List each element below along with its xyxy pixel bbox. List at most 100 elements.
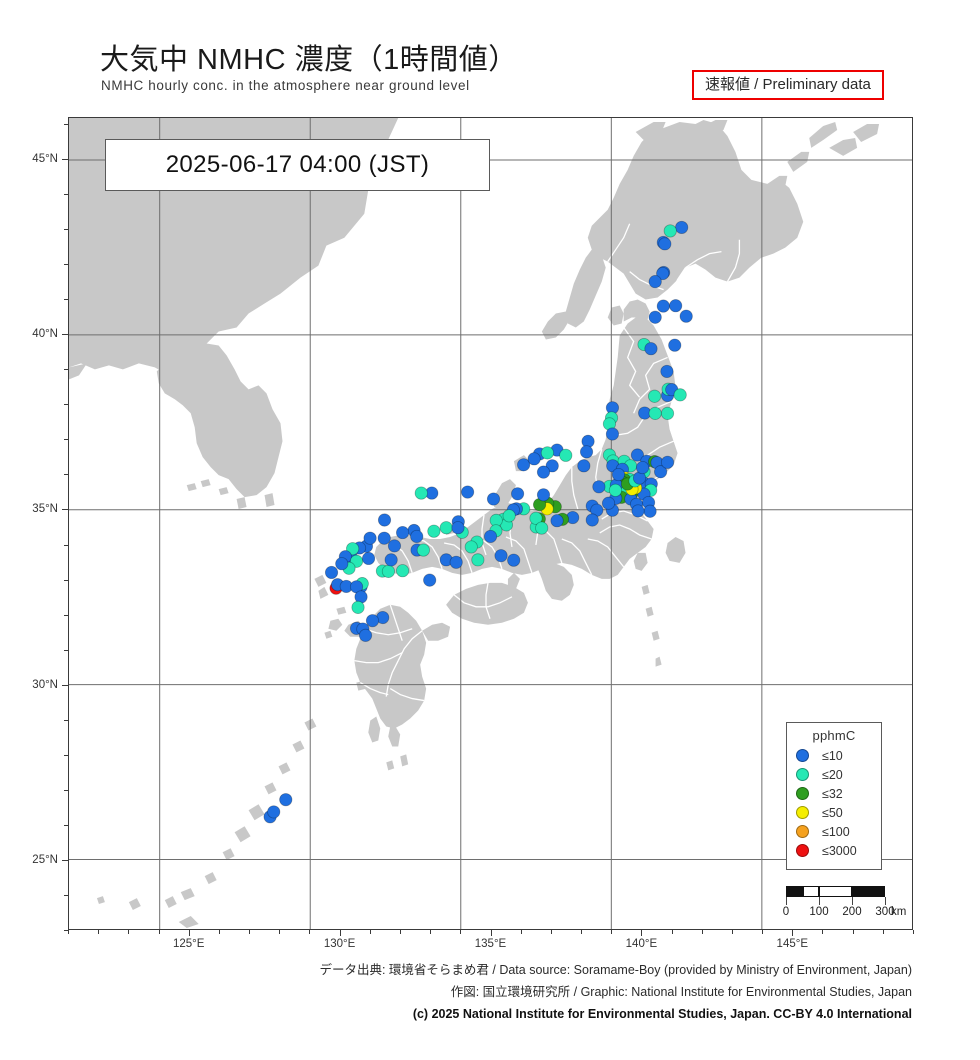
measurement-point[interactable] — [668, 338, 682, 352]
measurement-point[interactable] — [605, 427, 620, 441]
measurement-point[interactable] — [517, 458, 531, 472]
measurement-point[interactable] — [511, 487, 525, 501]
measurement-point[interactable] — [631, 504, 645, 518]
measurement-point[interactable] — [507, 553, 521, 567]
kii-peninsula — [537, 562, 574, 601]
measurement-point[interactable] — [502, 509, 516, 523]
measurement-point[interactable] — [461, 485, 475, 499]
measurement-point[interactable] — [647, 389, 662, 403]
legend-item[interactable]: ≤100 — [787, 822, 881, 841]
measurement-point[interactable] — [660, 406, 675, 420]
measurement-point[interactable] — [540, 446, 554, 460]
axis-tick-x-minor — [671, 930, 673, 934]
measurement-point[interactable] — [449, 555, 463, 569]
measurement-point[interactable] — [396, 564, 410, 578]
measurement-point[interactable] — [358, 628, 373, 642]
measurement-point[interactable] — [608, 483, 623, 497]
legend-item[interactable]: ≤50 — [787, 803, 881, 822]
measurement-point[interactable] — [601, 496, 616, 510]
hokkaido-southwest — [541, 311, 570, 340]
measurement-point[interactable] — [648, 275, 662, 289]
measurement-point[interactable] — [675, 220, 689, 234]
measurement-point[interactable] — [527, 452, 541, 466]
measurement-point[interactable] — [346, 542, 360, 556]
measurement-point[interactable] — [396, 526, 410, 540]
measurement-point[interactable] — [630, 448, 645, 462]
measurement-point[interactable] — [679, 309, 693, 323]
measurement-point[interactable] — [483, 529, 498, 544]
measurement-point[interactable] — [648, 406, 662, 420]
measurement-point[interactable] — [559, 448, 573, 462]
measurement-point[interactable] — [423, 573, 437, 587]
measurement-point[interactable] — [536, 465, 551, 479]
measurement-point[interactable] — [545, 459, 559, 473]
measurement-point[interactable] — [669, 299, 683, 313]
measurement-point[interactable] — [324, 565, 339, 580]
scale-bar-unit: km — [891, 906, 907, 918]
measurement-point[interactable] — [410, 529, 424, 544]
map-plot-area[interactable] — [68, 117, 913, 930]
measurement-point[interactable] — [439, 521, 453, 535]
measurement-point[interactable] — [654, 465, 668, 479]
measurement-point[interactable] — [529, 511, 543, 525]
measurement-point[interactable] — [585, 513, 599, 527]
legend-item[interactable]: ≤10 — [787, 746, 881, 765]
korea-island — [218, 487, 229, 496]
measurement-point[interactable] — [361, 551, 376, 566]
measurement-point[interactable] — [660, 364, 674, 379]
axis-tick-y-minor — [64, 474, 68, 476]
measurement-point[interactable] — [648, 310, 662, 324]
axis-tick-x-minor — [731, 930, 733, 934]
measurement-point[interactable] — [592, 480, 606, 494]
measurement-point[interactable] — [377, 531, 391, 545]
measurement-point[interactable] — [267, 805, 281, 819]
measurement-point[interactable] — [611, 467, 626, 482]
legend-item[interactable]: ≤32 — [787, 784, 881, 803]
legend-item[interactable]: ≤20 — [787, 765, 881, 784]
measurement-point[interactable] — [335, 557, 349, 571]
measurement-point[interactable] — [635, 460, 650, 475]
measurement-point[interactable] — [351, 600, 365, 614]
measurement-point[interactable] — [577, 459, 591, 473]
measurement-point[interactable] — [643, 504, 657, 518]
iki-island — [336, 606, 347, 615]
measurement-point[interactable] — [471, 553, 485, 567]
measurement-point[interactable] — [660, 455, 675, 469]
measurement-point[interactable] — [535, 521, 549, 535]
measurement-point[interactable] — [416, 543, 430, 557]
korea-island — [186, 483, 197, 492]
scale-bar-label: 300 — [875, 906, 895, 918]
measurement-point[interactable] — [550, 514, 564, 528]
legend-item-label: ≤50 — [822, 805, 843, 820]
measurement-point[interactable] — [377, 513, 392, 527]
axis-tick-x-minor — [98, 930, 100, 934]
measurement-point[interactable] — [451, 521, 465, 535]
axis-tick-y-minor — [64, 229, 68, 231]
page-subtitle-english: NMHC hourly conc. in the atmosphere near… — [101, 78, 470, 93]
measurement-point[interactable] — [279, 793, 293, 807]
kuril-island — [809, 121, 838, 148]
measurement-point[interactable] — [494, 549, 508, 563]
nansei-island — [292, 740, 305, 753]
measurement-point[interactable] — [656, 299, 670, 313]
axis-tick-y-minor — [64, 649, 68, 651]
measurement-point[interactable] — [427, 524, 441, 538]
measurement-point[interactable] — [644, 342, 658, 356]
measurement-point[interactable] — [381, 564, 396, 578]
measurement-point[interactable] — [363, 531, 377, 545]
legend-item[interactable]: ≤3000 — [787, 841, 881, 860]
measurement-point[interactable] — [579, 445, 594, 459]
measurement-point[interactable] — [384, 553, 398, 567]
measurement-point[interactable] — [673, 388, 687, 402]
measurement-point[interactable] — [658, 237, 672, 251]
measurement-point[interactable] — [365, 614, 380, 628]
measurement-point[interactable] — [663, 224, 677, 238]
measurement-point[interactable] — [387, 539, 402, 553]
measurement-point[interactable] — [486, 492, 501, 506]
axis-tick-y-minor — [64, 194, 68, 196]
measurement-point[interactable] — [536, 488, 551, 502]
measurement-points-layer[interactable] — [263, 220, 693, 824]
measurement-point[interactable] — [464, 540, 478, 554]
measurement-point[interactable] — [414, 486, 428, 500]
measurement-point[interactable] — [656, 266, 670, 281]
